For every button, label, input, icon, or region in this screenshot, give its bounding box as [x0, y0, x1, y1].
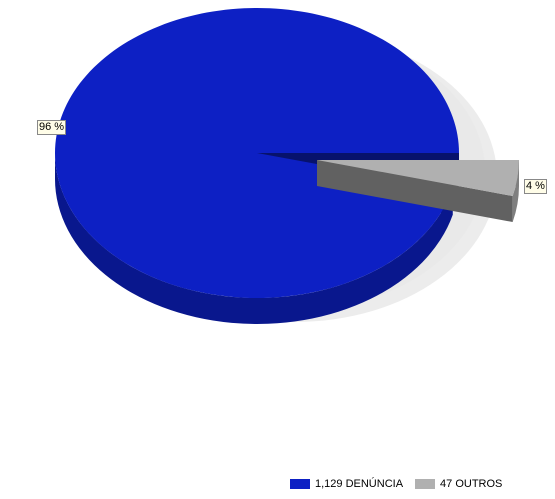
slice-outros-top: [317, 160, 519, 197]
slice-denuncia-top: [54, 7, 460, 298]
chart-legend: 1,129 DENÚNCIA 47 OUTROS: [290, 478, 514, 490]
slice-outros-side: [512, 160, 519, 223]
legend-swatch-denuncia: [290, 479, 310, 489]
percent-label-denuncia: 96 %: [37, 120, 67, 135]
legend-swatch-outros: [415, 479, 436, 489]
slice-denuncia-side: [55, 153, 453, 324]
legend-item-outros: 47 OUTROS: [415, 478, 502, 490]
legend-label-denuncia: 1,129 DENÚNCIA: [315, 478, 404, 490]
legend-item-denuncia: 1,129 DENÚNCIA: [290, 478, 403, 490]
slice-outros-wall-end: [317, 160, 513, 223]
legend-label-outros: 47 OUTROS: [440, 478, 503, 490]
percent-label-outros: 4 %: [524, 179, 547, 194]
